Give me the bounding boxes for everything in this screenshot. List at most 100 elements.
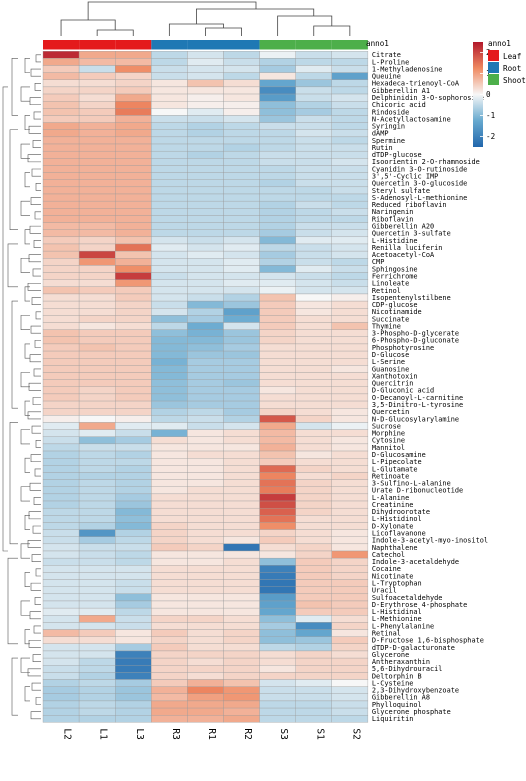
heatmap-cell [42,379,80,387]
dendrogram-branch [24,58,30,73]
heatmap-cell [78,293,116,302]
dendrogram-branch [28,382,41,391]
heatmap-cell [331,158,369,166]
row-label: L-Tryptophan [372,580,422,588]
heatmap-cell [42,550,80,559]
heatmap-cell [42,422,80,430]
heatmap-cell [187,458,224,466]
heatmap-cell [331,693,369,702]
heatmap-cell [295,672,332,680]
heatmap-cell [331,208,369,216]
row-label: Quercitrin [372,380,414,388]
heatmap-cell [259,150,296,159]
heatmap-cell [151,386,188,395]
heatmap-cell [331,607,369,616]
heatmap-cell [78,679,116,687]
heatmap-cell [295,500,332,509]
heatmap-cell [259,607,296,616]
heatmap-cell [223,615,260,623]
heatmap-cell [78,193,116,202]
heatmap-cell [295,172,332,180]
heatmap-cell [78,700,116,709]
row-label: D-Gluconic acid [372,387,434,395]
heatmap-cell [187,515,224,523]
dendrogram-branch [31,168,41,177]
heatmap-cell [115,165,152,173]
heatmap-cell [151,693,188,702]
heatmap-cell [187,322,224,330]
heatmap-cell [42,536,80,545]
heatmap-cell [42,600,80,609]
heatmap-cell [78,486,116,495]
heatmap-cell [223,179,260,188]
heatmap-cell [42,622,80,630]
heatmap-cell [42,629,80,637]
heatmap-cell [151,415,188,423]
row-label: 3,5-Dinitro-L-tyrosine [372,401,463,409]
row-label: Ferrichrome [372,272,418,280]
heatmap-cell [78,565,116,573]
heatmap-cell [187,358,224,366]
heatmap-cell [295,86,332,95]
heatmap-cell [331,58,369,66]
row-label: Quercetin [372,408,409,416]
heatmap-cell [151,236,188,245]
legend-swatch [488,74,499,85]
heatmap-cell [151,479,188,487]
heatmap-cell [331,543,369,552]
heatmap-cell [187,643,224,652]
heatmap-cell [295,429,332,437]
heatmap-cell [295,600,332,609]
heatmap-cell [295,65,332,73]
heatmap-cell [259,536,296,545]
heatmap-cell [187,500,224,509]
annotation-cell [259,40,296,50]
heatmap-cell [187,208,224,216]
heatmap-cell [151,507,188,516]
heatmap-cell [78,572,116,580]
heatmap-cell [78,86,116,95]
heatmap-cell [115,593,152,602]
heatmap-cell [187,572,224,580]
heatmap-cell [115,158,152,166]
heatmap-cell [151,572,188,580]
heatmap-cell [331,279,369,287]
heatmap-cell [78,379,116,387]
row-label: L-Methionine [372,615,422,623]
heatmap-cell [223,550,260,559]
heatmap-cell [115,279,152,287]
heatmap-cell [78,472,116,480]
heatmap-cell [151,522,188,530]
heatmap-cell [42,472,80,480]
heatmap-cell [331,465,369,473]
heatmap-cell [78,365,116,373]
heatmap-cell [259,515,296,523]
heatmap-cell [295,657,332,666]
heatmap-cell [295,143,332,152]
heatmap-cell [259,472,296,480]
heatmap-cell [259,229,296,238]
heatmap-cell [42,343,80,352]
heatmap-cell [78,465,116,473]
colorbar-tick-label: -1 [486,111,496,120]
heatmap-cell [295,465,332,473]
heatmap-cell [331,136,369,145]
heatmap-cell [115,236,152,245]
heatmap-cell [223,536,260,545]
heatmap-cell [295,93,332,102]
heatmap-cell [78,108,116,116]
row-label: Naphthalene [372,544,418,552]
heatmap-cell [331,507,369,516]
row-label: 3-Sulfino-L-alanine [372,480,451,488]
heatmap-cell [151,143,188,152]
heatmap-cell [115,250,152,259]
heatmap-cell [223,250,260,259]
heatmap-cell [187,479,224,487]
heatmap-cell [223,308,260,316]
heatmap-cell [42,565,80,573]
heatmap-cell [187,315,224,323]
row-label: Sphingosine [372,265,418,273]
heatmap-cell [331,108,369,116]
row-label: Isoorientin 2-O-rhamnoside [372,158,480,166]
heatmap-cell [259,393,296,402]
